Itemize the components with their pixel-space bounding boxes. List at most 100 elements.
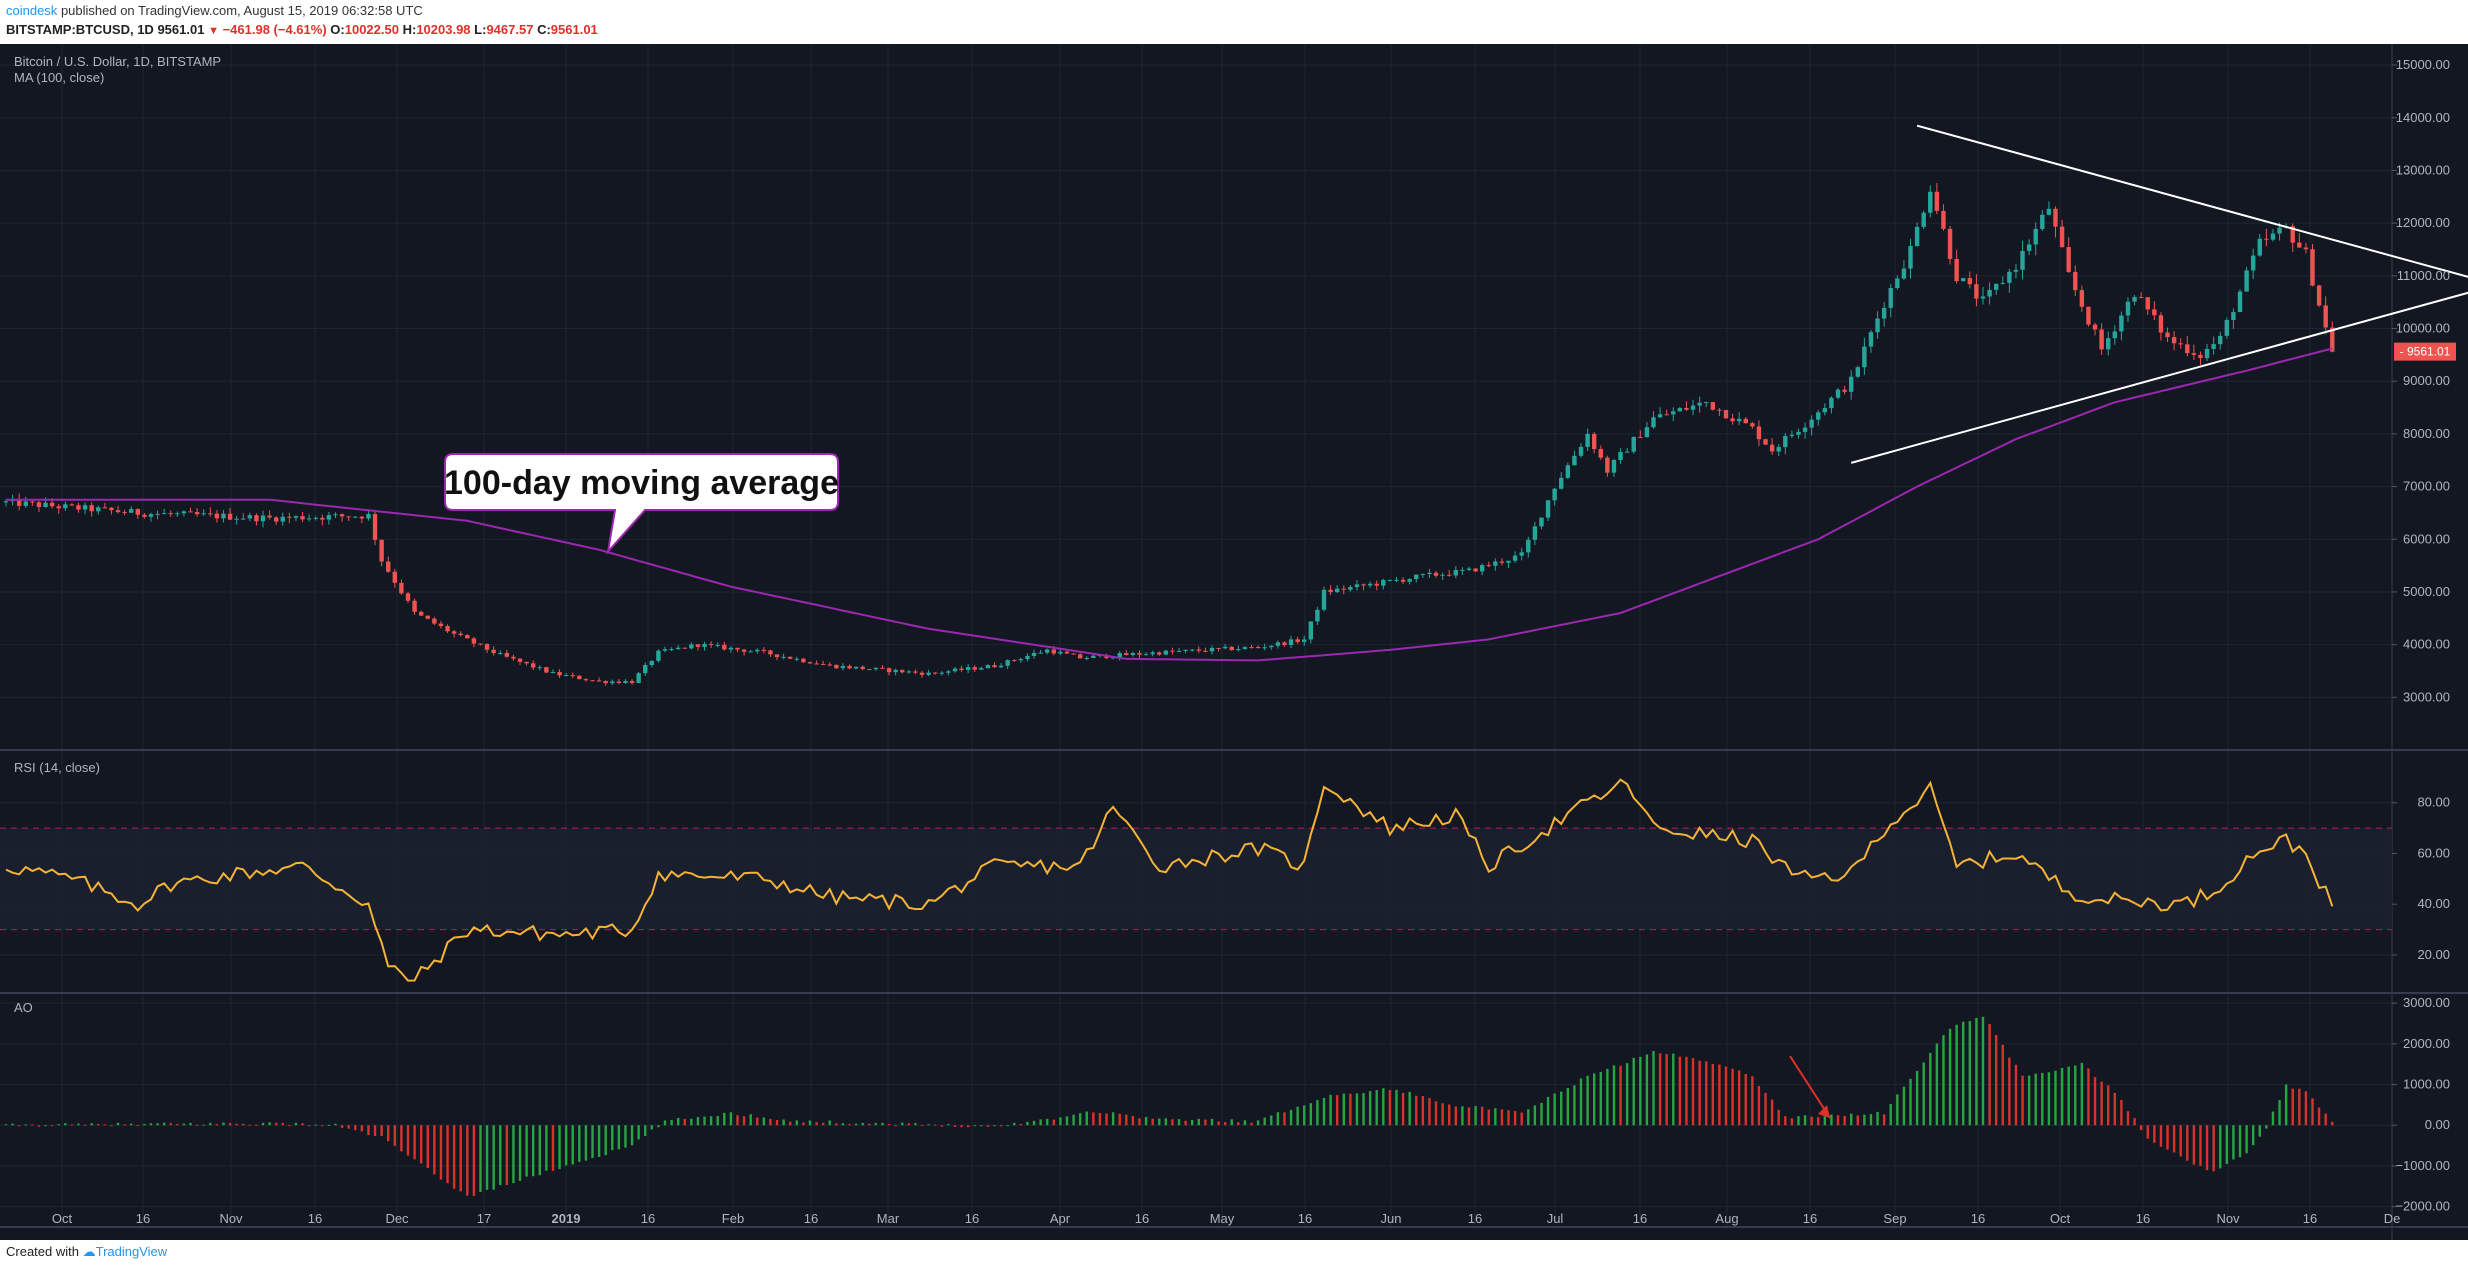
candle-body [1829,397,1834,409]
candle-body [827,664,832,666]
price-chart[interactable]: 100-day moving average 15000.0014000.001… [0,44,2468,1240]
ao-bar [1546,1096,1550,1126]
ao-bar [505,1125,509,1186]
callout-box [444,453,839,555]
ao-bar [881,1122,884,1126]
candle-body [682,647,687,649]
ao-bar [1065,1116,1069,1126]
chart-background [0,44,2468,1240]
ao-bar [1250,1122,1253,1126]
x-tick-label: 16 [1135,1211,1149,1226]
candle-body [2158,315,2164,333]
ao-bar [1639,1056,1642,1126]
ao-bar [1876,1111,1879,1126]
candle-body [1269,645,1274,648]
ao-bar [914,1123,917,1126]
candle-body [267,515,272,518]
publisher-name[interactable]: coindesk [6,3,58,18]
x-tick-label: May [1210,1211,1235,1226]
ao-bar [426,1125,429,1169]
ao-bar [1724,1066,1728,1126]
candle-body [1242,647,1248,649]
candle-body [2079,290,2085,307]
ao-bar [2001,1044,2004,1126]
ao-bar [307,1125,311,1127]
ao-bar [1046,1118,1049,1126]
candle-body [563,675,569,677]
candle-body [755,649,760,652]
candle-body [1460,569,1465,571]
x-tick-label: Aug [1715,1211,1738,1226]
ao-bar [1362,1093,1365,1126]
candle-body [2138,297,2144,299]
candle-body [906,671,912,673]
ao-bar [2199,1125,2202,1166]
y-tick-label: 15000.00 [2396,57,2450,72]
y-tick-label: 80.00 [2417,795,2450,810]
ao-bar [670,1119,673,1126]
y-tick-label: 20.00 [2417,947,2450,962]
ao-bar [2014,1064,2018,1126]
candle-body [2211,344,2216,349]
candle-body [2231,312,2236,321]
ao-bar [894,1125,897,1127]
ao-bar [452,1125,456,1189]
candle-body [2165,332,2170,338]
ao-bar [1981,1016,1985,1126]
tradingview-logo[interactable]: ☁TradingView [82,1244,168,1259]
candle-body [273,517,279,522]
ao-bar [1408,1091,1411,1126]
candle-body [1315,609,1320,622]
candle-body [853,666,859,669]
candle-body [1605,457,1610,473]
ao-bar [1988,1023,1991,1126]
ao-bar [1382,1088,1385,1126]
x-tick-label: 16 [308,1211,322,1226]
x-tick-label: Dec [385,1211,409,1226]
candle-body [1110,657,1116,659]
ao-bar [2186,1125,2189,1161]
ao-bar [1243,1120,1247,1126]
candle-body [1150,652,1155,655]
ao-bar [545,1125,548,1171]
candle-body [2099,329,2104,350]
main-title: Bitcoin / U.S. Dollar, 1D, BITSTAMP [14,54,221,69]
ao-bar [1612,1065,1616,1126]
ao-bar [327,1124,331,1126]
candle-body [1756,426,1762,440]
ao-bar [1349,1093,1352,1126]
candlestick-series [3,183,2335,686]
ao-bar [1441,1103,1444,1126]
candle-body [346,516,351,518]
ao-bar [1948,1028,1952,1126]
ao-bar [1296,1106,1299,1126]
candle-body [1631,436,1636,452]
candle-body [339,514,345,517]
ao-bar [2113,1092,2116,1126]
y-tick-label: 8000.00 [2403,426,2450,441]
ao-bar [1658,1053,1662,1126]
candle-body [1262,647,1267,649]
ao-bar [1751,1076,1754,1126]
candle-body [1440,574,1445,576]
ao-bar [169,1123,172,1126]
x-tick-label: Jun [1381,1211,1402,1226]
y-tick-label: 1000.00 [2403,1077,2450,1092]
ao-bar [2107,1085,2110,1126]
candle-body [932,672,938,674]
ao-bar [1520,1112,1523,1126]
candle-body [320,517,325,520]
ao-bar [1013,1122,1016,1126]
ao-bar [960,1125,963,1128]
candle-body [1928,191,1933,213]
candle-body [1717,409,1722,411]
ao-bar [1672,1053,1675,1126]
ao-bar [1191,1120,1194,1126]
candle-body [3,501,9,503]
y-tick-label: −1000.00 [2395,1158,2450,1173]
ao-bar [558,1125,561,1170]
ao-bar [1711,1063,1715,1126]
candle-body [1651,417,1656,428]
candle-body [1868,332,1874,347]
candle-body [63,504,68,509]
